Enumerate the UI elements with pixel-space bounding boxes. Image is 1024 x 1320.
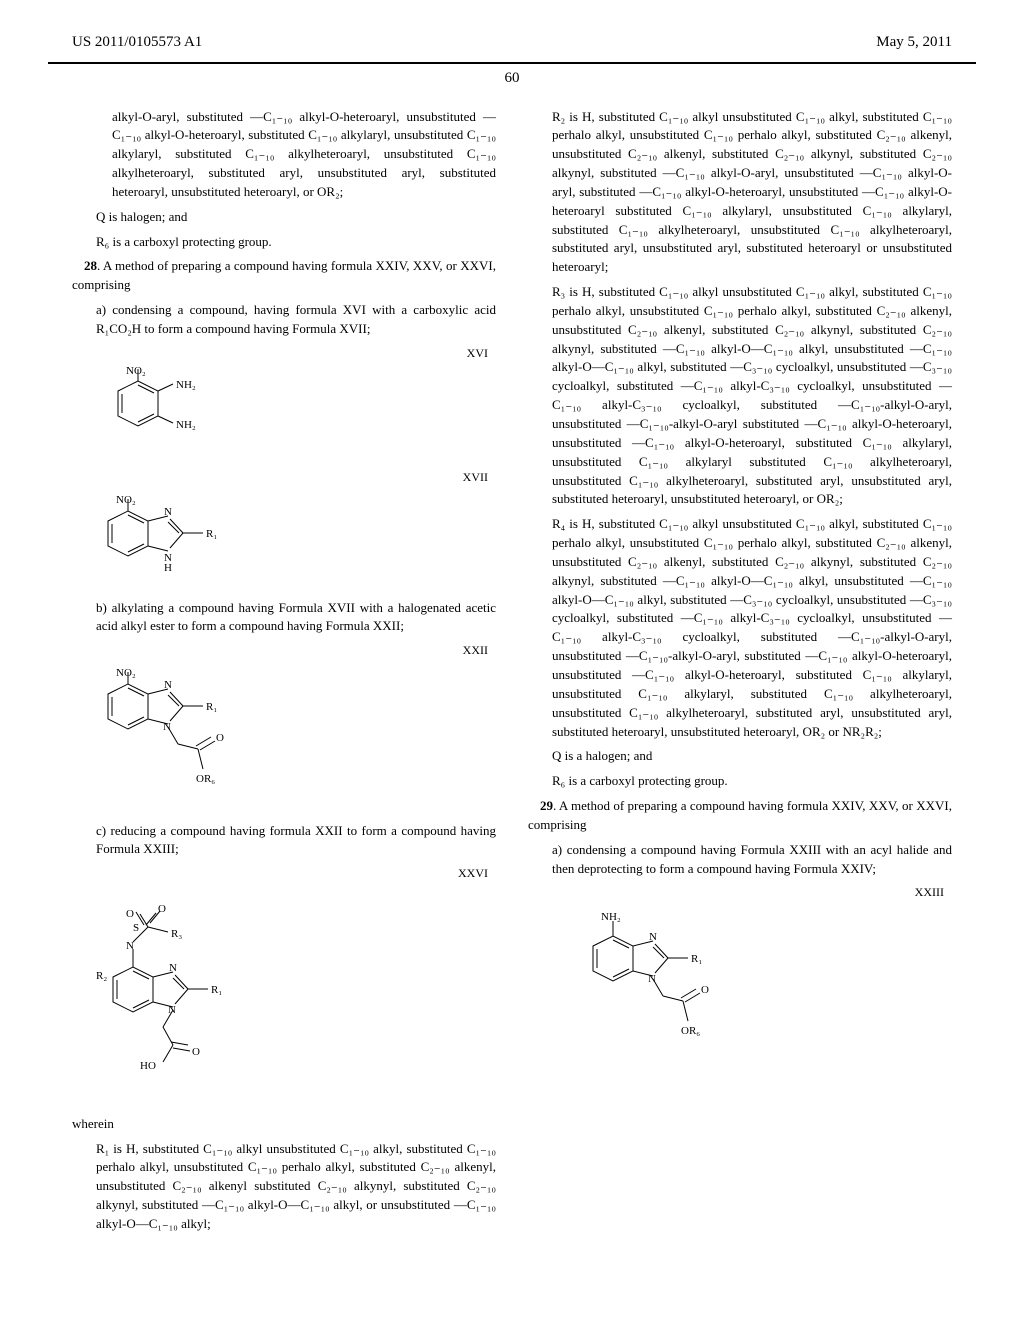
label-nh2-1: NH₂ [176,379,196,391]
para-r6-def: R₆ is a carboxyl protecting group. [528,772,952,791]
chem-structure-xvi: NO₂ NH₂ NH₂ [88,366,238,461]
claim-28-number: 28 [84,258,97,273]
label-n-top: N [649,931,657,943]
chem-structure-xxii: NO₂ N N R₁ O OR₆ [88,664,268,814]
label-r1: R₁ [211,984,222,996]
label-n-bot: N [163,721,171,733]
para-step-b: b) alkylating a compound having Formula … [72,599,496,637]
label-r1: R₁ [206,701,217,713]
para-step-c: c) reducing a compound having formula XX… [72,822,496,860]
para-q-def: Q is a halogen; and [528,747,952,766]
label-r2: R₂ [96,970,107,982]
para-step-a: a) condensing a compound, having formula… [72,301,496,339]
claim-28: 28. A method of preparing a compound hav… [72,257,496,295]
formula-label-xvii: XVII [72,469,496,486]
para-r3-def: R₃ is H, substituted C₁₋₁₀ alkyl unsubst… [528,283,952,509]
formula-label-xxiii: XXIII [528,884,952,901]
para-continuation: alkyl-O-aryl, substituted —C₁₋₁₀ alkyl-O… [72,108,496,202]
label-o-top2: O [158,903,166,915]
label-n-bot: N [648,973,656,985]
chem-structure-xxvi: N O O R₃ R₂ N N R₁ HO O S [88,887,278,1107]
label-no2: NO₂ [126,366,146,377]
claim-29-number: 29 [540,798,553,813]
formula-label-xxii: XXII [72,642,496,659]
label-ho: HO [140,1060,156,1072]
label-s: S [133,922,139,934]
label-nh2: NH₂ [601,911,621,923]
page-number: 60 [0,68,1024,90]
label-h-bot: H [164,562,172,574]
page-header: US 2011/0105573 A1 May 5, 2011 [0,0,1024,62]
label-or6: OR₆ [196,773,215,785]
right-column: R₂ is H, substituted C₁₋₁₀ alkyl unsubst… [528,108,952,1240]
patent-number: US 2011/0105573 A1 [72,32,202,54]
label-n-top: N [164,679,172,691]
label-n-top: N [169,962,177,974]
label-r3: R₃ [171,928,182,940]
para-q: Q is halogen; and [72,208,496,227]
label-r1: R₁ [206,528,217,540]
formula-label-xvi: XVI [72,345,496,362]
claim-29-text: . A method of preparing a compound havin… [528,798,952,832]
patent-date: May 5, 2011 [876,32,952,54]
chem-structure-xxiii: NH₂ N N R₁ O OR₆ [568,906,758,1066]
formula-label-xxvi: XXVI [72,865,496,882]
label-no2: NO₂ [116,494,136,506]
label-n-top: N [164,506,172,518]
label-o-bot: O [192,1046,200,1058]
label-r1: R₁ [691,953,702,965]
claim-28-text: . A method of preparing a compound havin… [72,258,496,292]
content-columns: alkyl-O-aryl, substituted —C₁₋₁₀ alkyl-O… [0,108,1024,1240]
header-divider [48,62,976,64]
label-o: O [701,984,709,996]
label-o-top: O [126,908,134,920]
chem-structure-xvii: NO₂ N N H R₁ [88,491,258,591]
label-n-bot: N [168,1004,176,1016]
para-r2-def: R₂ is H, substituted C₁₋₁₀ alkyl unsubst… [528,108,952,278]
para-29-step-a: a) condensing a compound having Formula … [528,841,952,879]
label-no2: NO₂ [116,667,136,679]
label-o: O [216,732,224,744]
label-nh2-2: NH₂ [176,419,196,431]
claim-29: 29. A method of preparing a compound hav… [528,797,952,835]
para-r4-def: R₄ is H, substituted C₁₋₁₀ alkyl unsubst… [528,515,952,741]
left-column: alkyl-O-aryl, substituted —C₁₋₁₀ alkyl-O… [72,108,496,1240]
para-r1-def: R₁ is H, substituted C₁₋₁₀ alkyl unsubst… [72,1140,496,1234]
label-n-mid: N [126,940,134,952]
label-or6: OR₆ [681,1025,700,1037]
para-r6: R₆ is a carboxyl protecting group. [72,233,496,252]
wherein: wherein [72,1115,496,1134]
